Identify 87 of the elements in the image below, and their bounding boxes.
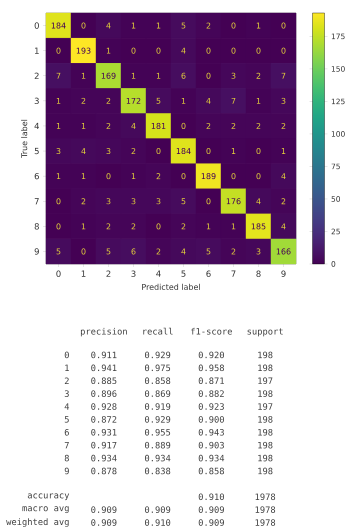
data-label: 0.934 [144, 454, 170, 462]
data-label: 1978 [256, 493, 276, 500]
y-tick-label: 0 [34, 22, 39, 29]
data-label: 198 [258, 442, 272, 449]
data-label: 0.941 [91, 364, 116, 372]
y-tick-label: 9 [64, 468, 69, 474]
y-tick-label: 2 [34, 72, 39, 79]
y-tick-label: 8 [34, 223, 39, 230]
data-label: 198 [258, 454, 272, 462]
data-label: 0.934 [198, 454, 224, 462]
data-label: 0.931 [91, 428, 116, 436]
data-label: 0.955 [144, 428, 170, 436]
x-tick-label: 9 [281, 270, 286, 277]
data-label: 198 [258, 416, 272, 423]
data-label: 0.889 [144, 442, 170, 449]
y-tick-label: 9 [34, 248, 39, 255]
data-label: 0.919 [144, 403, 170, 410]
data-label: 198 [258, 390, 272, 397]
data-label: 0.903 [198, 442, 224, 449]
data-label: 0.900 [198, 416, 224, 423]
y-tick-label: 2 [64, 377, 69, 384]
data-label: 0.838 [144, 468, 170, 474]
data-label: 0.958 [198, 364, 224, 372]
data-label: 0.928 [91, 403, 117, 410]
x-tick-label: 3 [131, 270, 136, 277]
data-label: 0.934 [91, 454, 117, 462]
data-label: 0.909 [91, 519, 116, 526]
y-tick-label: 6 [64, 428, 69, 436]
data-label: 0.885 [91, 377, 116, 384]
data-label: 0.872 [91, 416, 116, 423]
y-tick-label: 0 [64, 352, 69, 358]
y-tick-label: 3 [64, 390, 69, 397]
data-label: 0.909 [198, 506, 224, 513]
y-tick-label: weighted avg [6, 518, 69, 527]
y-tick-label: 1 [35, 48, 39, 54]
data-label: 0.929 [144, 416, 170, 423]
data-label: 0.923 [198, 403, 224, 410]
y-tick-label: 3 [34, 98, 39, 104]
y-tick-label: 1 [65, 364, 69, 372]
data-label: 0.920 [198, 352, 224, 358]
data-label: 0.929 [144, 352, 170, 358]
data-label: 0.910 [198, 493, 224, 500]
y-tick-label: accuracy [28, 493, 70, 500]
x-tick-label: f1-score [191, 328, 232, 335]
data-label: 198 [258, 468, 272, 474]
y-tick-label: 4 [34, 122, 39, 130]
data-label: 0.911 [91, 352, 116, 358]
x-tick-label: recall [143, 328, 173, 335]
y-tick-label: 7 [64, 442, 69, 448]
x-tick-label: 5 [181, 270, 186, 277]
x-tick-label: 0 [56, 270, 61, 277]
data-label: 198 [258, 428, 272, 436]
data-label: 0.896 [91, 390, 116, 397]
data-label: 197 [258, 403, 272, 410]
data-label: 0.943 [198, 428, 224, 436]
data-label: 0.909 [91, 506, 116, 513]
y-tick-label: 5 [64, 416, 69, 423]
data-label: 0.871 [198, 377, 224, 384]
data-label: 198 [258, 352, 272, 358]
x-tick-label: precision [80, 328, 127, 336]
x-tick-label: 6 [206, 270, 211, 277]
data-label: 0.975 [144, 364, 170, 372]
x-tick-label: 4 [156, 270, 161, 277]
y-tick-label: 6 [34, 172, 39, 180]
data-label: 0.882 [198, 390, 224, 397]
y-tick-label: 4 [64, 403, 70, 410]
data-label: 0.909 [198, 519, 224, 526]
data-label: 0.878 [91, 468, 117, 474]
data-label: 1978 [256, 519, 276, 526]
y-tick-label: macro avg [22, 506, 69, 514]
y-tick-label: 5 [34, 148, 39, 154]
data-label: 198 [258, 364, 272, 372]
data-label: 0.917 [91, 442, 116, 449]
data-label: 0.909 [144, 506, 170, 513]
y-tick-label: 7 [34, 198, 39, 204]
y-tick-label: 8 [64, 454, 69, 462]
data-label: 0.869 [144, 390, 170, 397]
x-tick-label: 2 [106, 270, 110, 277]
x-tick-label: 7 [231, 270, 236, 277]
data-label: 0.858 [198, 468, 224, 474]
data-label: 0.858 [144, 377, 170, 384]
x-tick-label: support [248, 328, 283, 336]
data-label: 197 [258, 377, 272, 384]
data-label: 0.910 [144, 519, 170, 526]
data-label: 1978 [256, 506, 276, 513]
x-tick-label: 1 [82, 270, 86, 277]
x-tick-label: 8 [256, 270, 261, 277]
